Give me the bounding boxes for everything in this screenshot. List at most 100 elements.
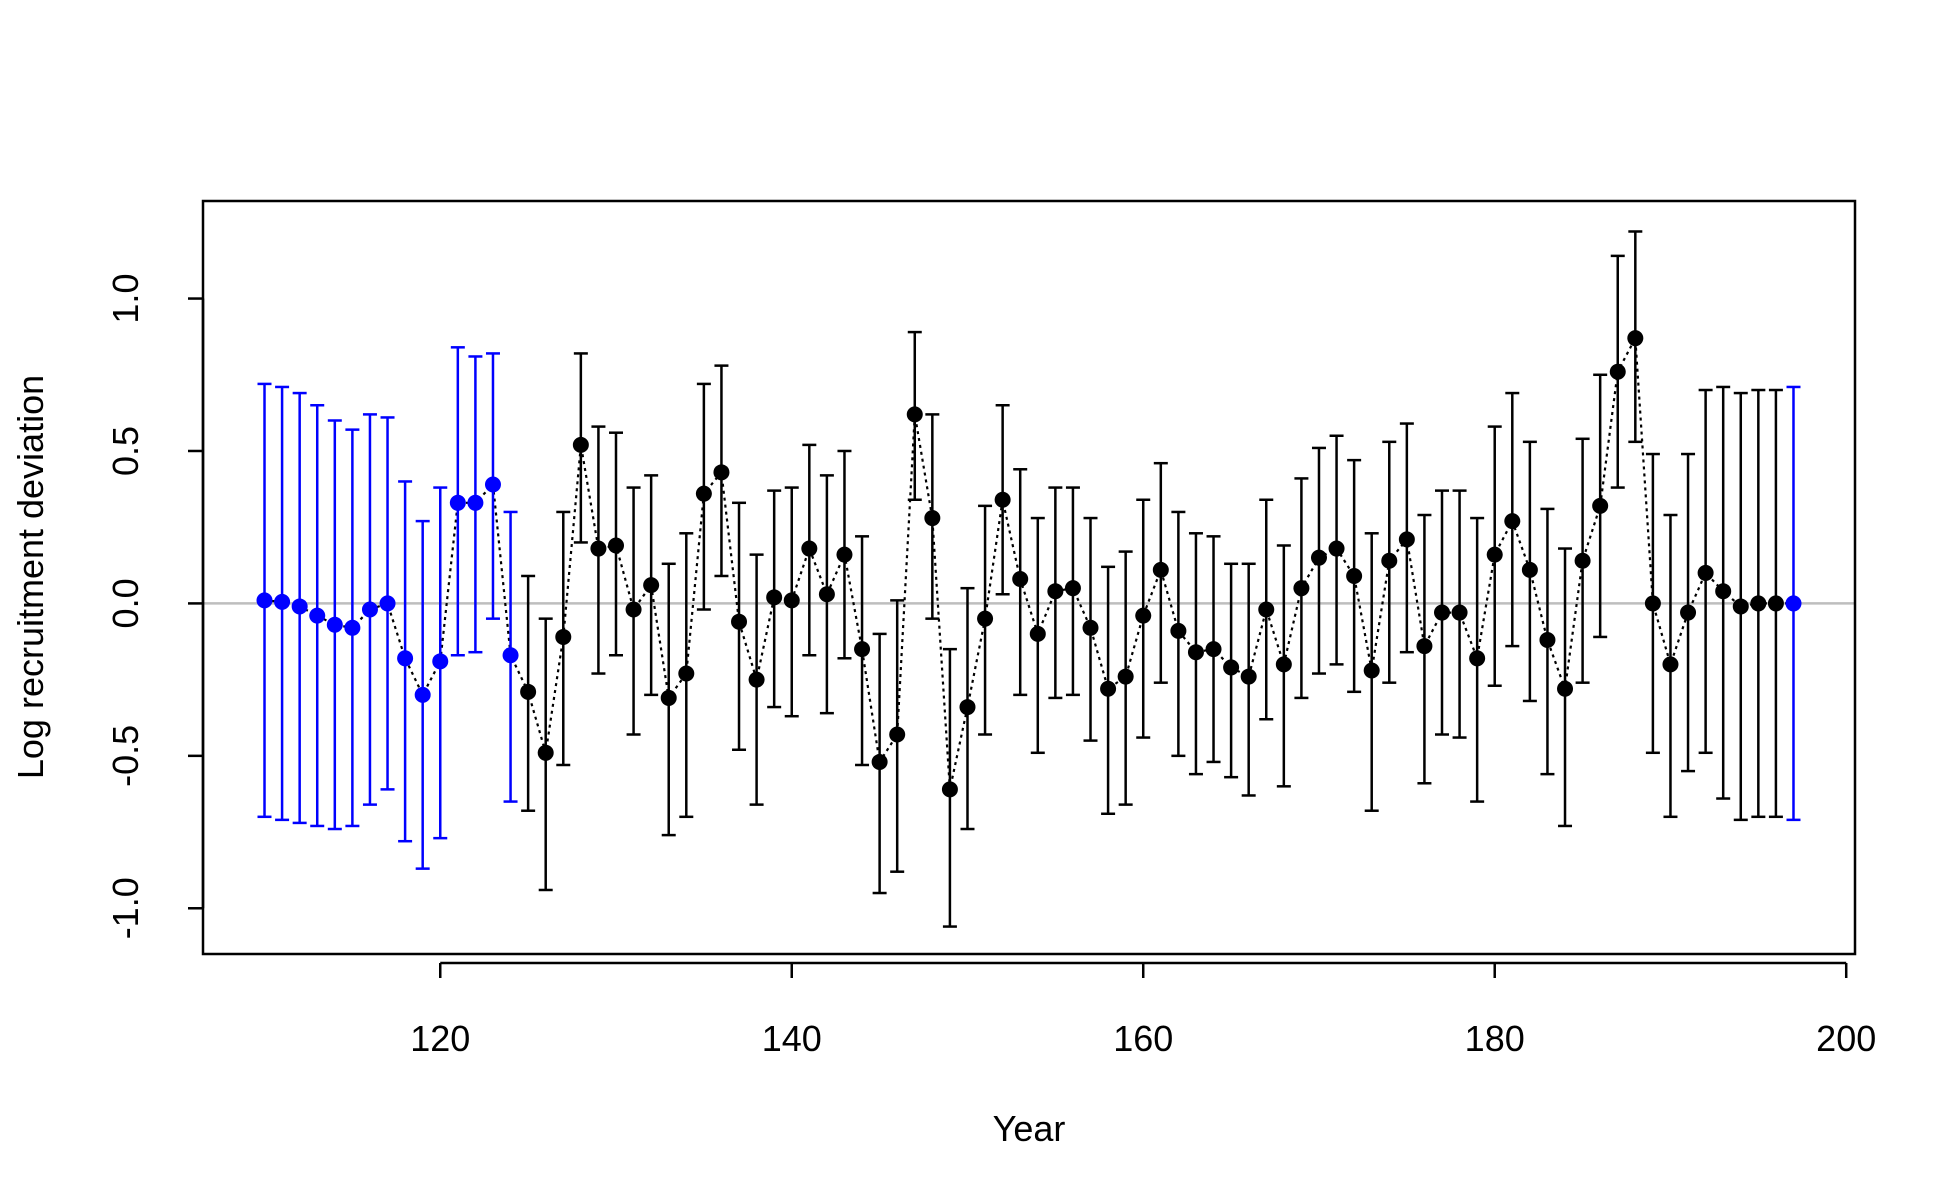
data-point xyxy=(766,589,783,606)
data-point xyxy=(1187,644,1204,661)
point-layer xyxy=(256,330,1802,798)
data-point xyxy=(941,781,958,798)
data-point xyxy=(1012,571,1029,588)
data-point xyxy=(449,494,466,511)
data-point xyxy=(1398,531,1415,548)
data-point xyxy=(1064,580,1081,597)
x-tick-label: 140 xyxy=(762,1018,822,1059)
data-point xyxy=(1205,641,1222,658)
connector-layer xyxy=(264,334,1794,790)
data-point xyxy=(1047,583,1064,600)
x-tick-label: 160 xyxy=(1113,1018,1173,1059)
data-point xyxy=(1539,631,1556,648)
data-point xyxy=(1715,583,1732,600)
data-point xyxy=(854,641,871,658)
data-point xyxy=(1310,549,1327,566)
data-point xyxy=(625,601,642,618)
data-point xyxy=(1293,580,1310,597)
data-point xyxy=(291,598,308,615)
data-point xyxy=(1574,552,1591,569)
data-point xyxy=(801,540,818,557)
data-point xyxy=(643,577,660,594)
data-point xyxy=(678,665,695,682)
data-point xyxy=(1135,607,1152,624)
data-point xyxy=(414,686,431,703)
data-point xyxy=(660,689,677,706)
y-tick-label: 0.5 xyxy=(105,426,146,476)
data-point xyxy=(309,607,326,624)
data-point xyxy=(326,616,343,633)
data-point xyxy=(731,613,748,630)
data-point xyxy=(783,592,800,609)
data-point xyxy=(906,406,923,423)
data-point xyxy=(1767,595,1784,612)
data-point xyxy=(1557,680,1574,697)
data-point xyxy=(1223,659,1240,676)
data-point xyxy=(1029,625,1046,642)
data-point xyxy=(1504,513,1521,530)
data-point xyxy=(924,510,941,527)
data-point xyxy=(1434,604,1450,621)
data-point xyxy=(1732,598,1749,615)
data-point xyxy=(695,485,712,502)
x-tick-label: 200 xyxy=(1816,1018,1876,1059)
data-point xyxy=(379,595,396,612)
data-point xyxy=(572,436,589,453)
data-point xyxy=(555,628,572,645)
data-point xyxy=(1469,650,1486,667)
data-point xyxy=(502,647,519,664)
data-point xyxy=(256,592,273,609)
data-point xyxy=(484,476,501,493)
data-point xyxy=(1680,604,1697,621)
data-point xyxy=(274,593,291,610)
data-point xyxy=(1662,656,1679,673)
data-point xyxy=(713,464,730,481)
data-point xyxy=(1697,564,1714,581)
data-point xyxy=(836,546,853,563)
y-tick-label: -0.5 xyxy=(105,725,146,787)
data-point xyxy=(1152,561,1169,578)
data-point xyxy=(1275,656,1292,673)
data-point xyxy=(1381,552,1398,569)
data-point xyxy=(1240,668,1257,685)
y-tick-label: -1.0 xyxy=(105,877,146,939)
data-point xyxy=(994,491,1011,508)
data-point xyxy=(889,726,906,743)
data-point xyxy=(1328,540,1345,557)
y-tick-label: 0.0 xyxy=(105,578,146,628)
data-point xyxy=(818,586,835,603)
data-point xyxy=(1170,622,1187,639)
plot-frame xyxy=(201,199,1857,956)
data-point xyxy=(397,650,414,667)
data-point xyxy=(1451,604,1468,621)
data-point xyxy=(1416,638,1433,655)
data-point xyxy=(1082,619,1099,636)
data-point xyxy=(871,753,888,770)
y-axis-label: Log recruitment deviation xyxy=(10,375,51,779)
data-point xyxy=(748,671,765,688)
data-point xyxy=(1258,601,1275,618)
data-point xyxy=(1785,595,1802,612)
data-point xyxy=(1592,497,1609,514)
x-tick-label: 180 xyxy=(1465,1018,1525,1059)
data-point xyxy=(1750,595,1767,612)
data-point xyxy=(608,537,624,554)
data-point xyxy=(1486,546,1503,563)
data-point xyxy=(590,540,607,557)
data-point xyxy=(977,610,994,627)
data-point xyxy=(361,601,378,618)
data-point xyxy=(1117,668,1134,685)
data-point xyxy=(520,683,537,700)
data-point xyxy=(959,699,976,716)
data-point xyxy=(467,494,484,511)
x-tick-label: 120 xyxy=(410,1018,470,1059)
y-tick-label: 1.0 xyxy=(105,274,146,324)
data-point xyxy=(537,744,554,761)
data-point xyxy=(1100,680,1117,697)
data-point xyxy=(432,653,449,670)
data-point xyxy=(1363,662,1380,679)
x-axis-label: Year xyxy=(993,1108,1066,1149)
data-point xyxy=(1346,567,1363,584)
data-point xyxy=(1644,595,1661,612)
